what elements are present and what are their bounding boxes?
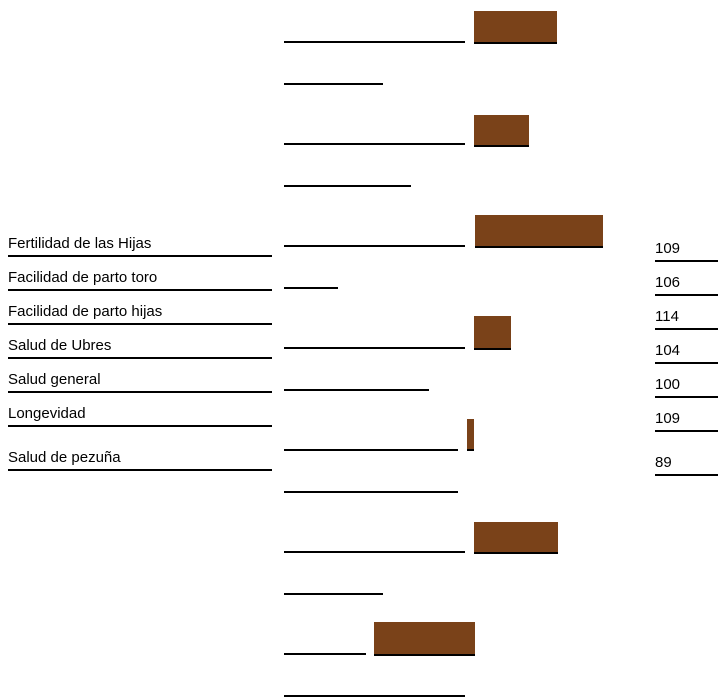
value-label: 114 [655, 308, 718, 330]
bar [475, 215, 603, 247]
bar [474, 11, 557, 43]
bar [474, 316, 511, 349]
bar [474, 522, 558, 553]
value-label: 109 [655, 410, 718, 432]
value-label: 100 [655, 376, 718, 398]
value-label: 104 [655, 342, 718, 364]
category-label: Salud de pezuña [8, 449, 272, 471]
category-label: Salud de Ubres [8, 337, 272, 359]
value-label: 106 [655, 274, 718, 296]
category-label: Salud general [8, 371, 272, 393]
bar [374, 622, 475, 655]
category-label: Longevidad [8, 405, 272, 427]
bar [474, 115, 529, 146]
value-label: 89 [655, 454, 718, 476]
category-label: Fertilidad de las Hijas [8, 235, 272, 257]
value-label: 109 [655, 240, 718, 262]
bar [467, 419, 474, 450]
category-label: Facilidad de parto hijas [8, 303, 272, 325]
category-label: Facilidad de parto toro [8, 269, 272, 291]
